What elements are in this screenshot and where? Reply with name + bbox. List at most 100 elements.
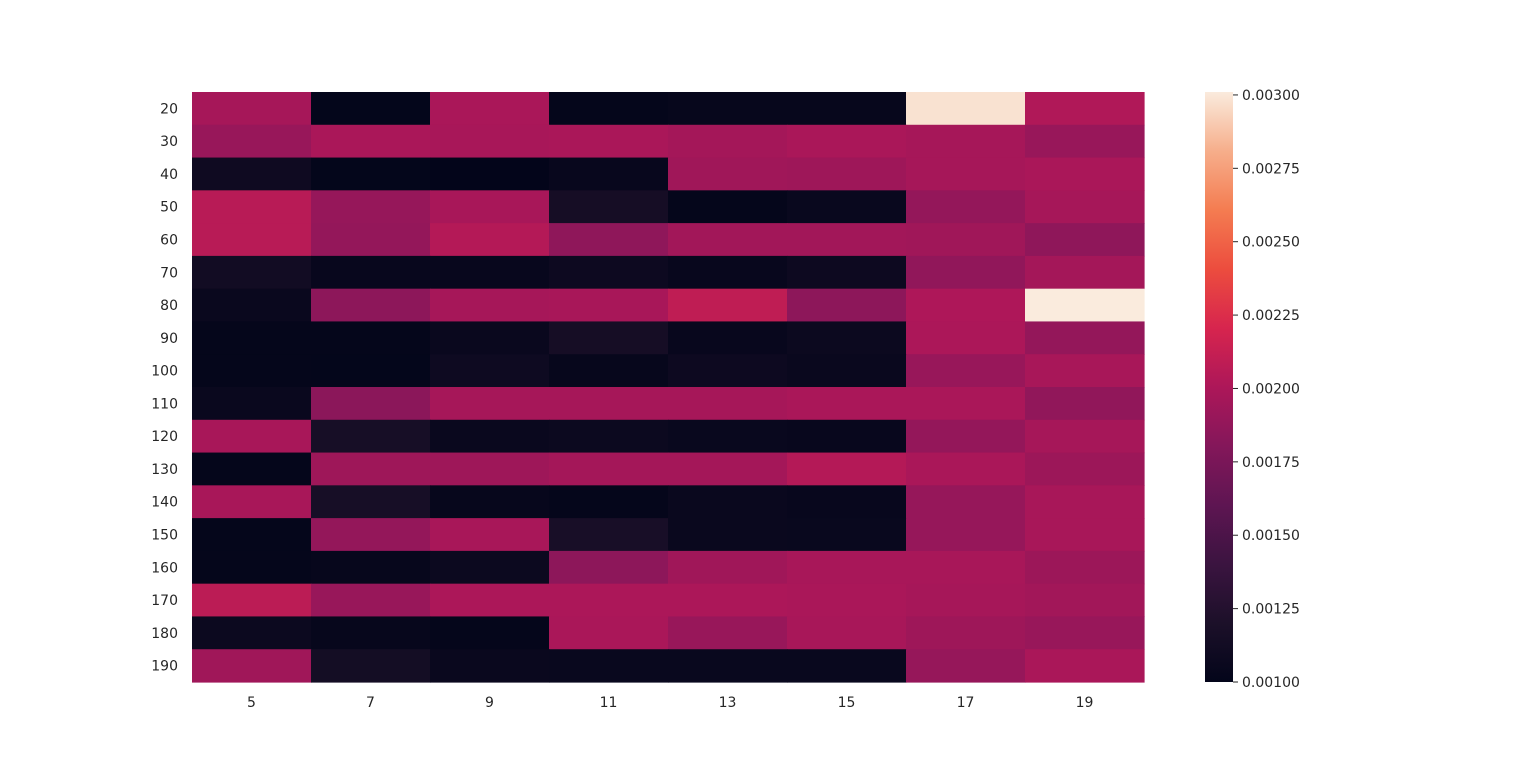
colorbar-ticks: 0.00300 0.00275 0.00250 0.00225 0.00200 0.001… [1233, 88, 1300, 691]
x-tick-label: 7 [366, 695, 375, 711]
colorbar-tick-label: 0.00300 [1242, 88, 1300, 104]
heatmap-cell-r170-c9 [430, 583, 550, 618]
heatmap-cell-r80-c9 [430, 288, 550, 323]
heatmap-cell-r40-c11 [549, 157, 669, 191]
heatmap-cell-r70-c19 [1025, 255, 1145, 290]
y-tick-label: 160 [151, 560, 178, 576]
colorbar-tick-label: 0.00150 [1242, 528, 1300, 544]
heatmap-cell-r160-c17 [906, 550, 1026, 585]
heatmap-cell-r60-c9 [430, 223, 550, 257]
heatmap-cell-r150-c5 [192, 518, 312, 552]
colorbar-tick-label: 0.00275 [1242, 161, 1300, 177]
heatmap-cell-r30-c11 [549, 124, 669, 159]
heatmap-cell-r110-c13 [668, 387, 788, 421]
heatmap-cell-r90-c17 [906, 321, 1026, 355]
heatmap-cell-r60-c7 [311, 223, 431, 257]
heatmap-cell-r80-c5 [192, 288, 312, 323]
heatmap-cell-r180-c9 [430, 616, 550, 650]
heatmap-cell-r120-c5 [192, 419, 312, 454]
heatmap-cell-r50-c9 [430, 190, 550, 224]
colorbar-tick-label: 0.00225 [1242, 308, 1300, 324]
colorbar-tick-label: 0.00250 [1242, 235, 1300, 251]
heatmap-cell-r40-c9 [430, 157, 550, 191]
x-tick-label: 5 [247, 695, 256, 711]
heatmap-cell-r120-c9 [430, 419, 550, 454]
heatmap-cell-r160-c15 [787, 550, 907, 585]
heatmap-cell-r150-c13 [668, 518, 788, 552]
heatmap-cell-r100-c19 [1025, 354, 1145, 388]
heatmap-cell-r150-c11 [549, 518, 669, 552]
heatmap-cell-r30-c15 [787, 124, 907, 159]
heatmap-cell-r110-c15 [787, 387, 907, 421]
heatmap-cell-r130-c15 [787, 452, 907, 486]
heatmap-cell-r150-c19 [1025, 518, 1145, 552]
heatmap-cell-r100-c15 [787, 354, 907, 388]
heatmap-cell-r130-c13 [668, 452, 788, 486]
heatmap-cell-r140-c17 [906, 485, 1026, 519]
heatmap-cell-r170-c15 [787, 583, 907, 618]
heatmap-cell-r100-c5 [192, 354, 312, 388]
heatmap-cell-r20-c7 [311, 92, 431, 126]
heatmap-cell-r60-c13 [668, 223, 788, 257]
y-tick-label: 190 [151, 659, 178, 675]
heatmap-cell-r110-c11 [549, 387, 669, 421]
heatmap-cell-r120-c11 [549, 419, 669, 454]
heatmap-cell-r50-c13 [668, 190, 788, 224]
heatmap-cell-r110-c9 [430, 387, 550, 421]
heatmap-cell-r130-c11 [549, 452, 669, 486]
heatmap-cell-r170-c17 [906, 583, 1026, 618]
heatmap-cell-r70-c15 [787, 255, 907, 290]
heatmap-cell-r90-c15 [787, 321, 907, 355]
heatmap-cell-r20-c19 [1025, 92, 1145, 126]
y-tick-label: 130 [151, 462, 178, 478]
heatmap-cell-r180-c19 [1025, 616, 1145, 650]
colorbar-gradient [1205, 92, 1233, 682]
heatmap-cell-r110-c17 [906, 387, 1026, 421]
heatmap-cell-r40-c7 [311, 157, 431, 191]
heatmap-cell-r140-c5 [192, 485, 312, 519]
heatmap-cell-r190-c9 [430, 649, 550, 683]
heatmap-cell-r120-c17 [906, 419, 1026, 454]
heatmap-cell-r150-c9 [430, 518, 550, 552]
heatmap-cell-r20-c13 [668, 92, 788, 126]
heatmap-cell-r110-c19 [1025, 387, 1145, 421]
heatmap-cell-r190-c7 [311, 649, 431, 683]
y-tick-label: 150 [151, 528, 178, 544]
heatmap-cell-r80-c19 [1025, 288, 1145, 323]
heatmap-cell-r190-c19 [1025, 649, 1145, 683]
heatmap-cells [192, 92, 1145, 683]
colorbar-tick-label: 0.00175 [1242, 455, 1300, 471]
heatmap-cell-r130-c9 [430, 452, 550, 486]
y-axis-ticks: 20 30 40 50 60 70 80 90 100 110 120 130 140 150 160 170… [151, 101, 178, 674]
x-tick-label: 19 [1076, 695, 1094, 711]
y-tick-label: 50 [160, 200, 178, 216]
heatmap-cell-r20-c17 [906, 92, 1026, 126]
heatmap-cell-r40-c17 [906, 157, 1026, 191]
heatmap-cell-r80-c7 [311, 288, 431, 323]
heatmap-cell-r100-c11 [549, 354, 669, 388]
heatmap-cell-r20-c5 [192, 92, 312, 126]
heatmap-cell-r170-c11 [549, 583, 669, 618]
y-tick-label: 100 [151, 364, 178, 380]
heatmap-cell-r60-c15 [787, 223, 907, 257]
heatmap-cell-r120-c13 [668, 419, 788, 454]
heatmap-cell-r80-c17 [906, 288, 1026, 323]
heatmap-cell-r30-c13 [668, 124, 788, 159]
heatmap-cell-r90-c7 [311, 321, 431, 355]
heatmap-cell-r140-c15 [787, 485, 907, 519]
heatmap-cell-r50-c17 [906, 190, 1026, 224]
heatmap-cell-r190-c13 [668, 649, 788, 683]
x-tick-label: 17 [957, 695, 975, 711]
heatmap-cell-r190-c15 [787, 649, 907, 683]
heatmap-cell-r70-c17 [906, 255, 1026, 290]
y-tick-label: 70 [160, 265, 178, 281]
colorbar-tick-label: 0.00200 [1242, 381, 1300, 397]
heatmap-cell-r180-c15 [787, 616, 907, 650]
heatmap-cell-r110-c7 [311, 387, 431, 421]
y-tick-label: 180 [151, 626, 178, 642]
heatmap-cell-r180-c7 [311, 616, 431, 650]
heatmap-cell-r140-c11 [549, 485, 669, 519]
x-tick-label: 15 [838, 695, 856, 711]
heatmap-cell-r60-c5 [192, 223, 312, 257]
colorbar-tick-label: 0.00100 [1242, 675, 1300, 691]
